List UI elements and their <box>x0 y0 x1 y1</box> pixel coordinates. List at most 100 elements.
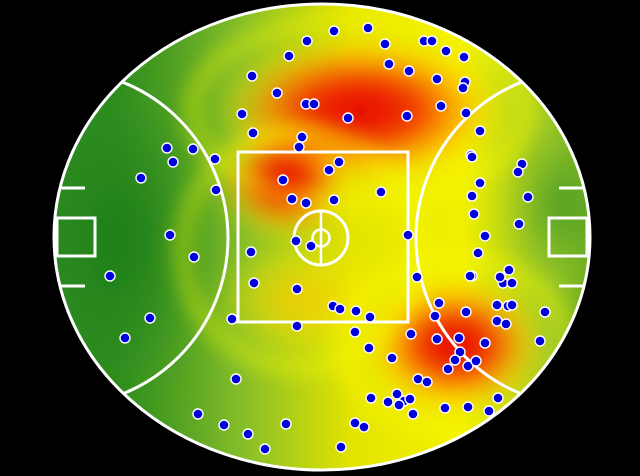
scatter-point <box>382 396 394 408</box>
scatter-point <box>483 405 495 417</box>
scatter-point <box>335 441 347 453</box>
scatter-point <box>474 177 486 189</box>
scatter-point <box>365 392 377 404</box>
scatter-point <box>429 310 441 322</box>
scatter-point <box>286 193 298 205</box>
scatter-point <box>209 153 221 165</box>
scatter-point <box>301 35 313 47</box>
scatter-point <box>474 125 486 137</box>
scatter-point <box>494 271 506 283</box>
scatter-point <box>433 297 445 309</box>
scatter-point <box>460 107 472 119</box>
coldzone-right-wing-cool <box>490 95 590 315</box>
scatter-point <box>462 360 474 372</box>
scatter-point <box>534 335 546 347</box>
scatter-point <box>342 112 354 124</box>
scatter-point <box>161 142 173 154</box>
scatter-point <box>431 73 443 85</box>
scatter-point <box>503 264 515 276</box>
scatter-point <box>470 355 482 367</box>
scatter-point <box>479 337 491 349</box>
scatter-point <box>460 306 472 318</box>
scatter-point <box>135 172 147 184</box>
scatter-point <box>104 270 116 282</box>
scatter-point <box>247 127 259 139</box>
scatter-point <box>218 419 230 431</box>
scatter-point <box>283 50 295 62</box>
scatter-point <box>462 401 474 413</box>
scatter-point <box>164 229 176 241</box>
scatter-point <box>323 164 335 176</box>
scatter-point <box>522 191 534 203</box>
scatter-point <box>333 156 345 168</box>
scatter-point <box>271 87 283 99</box>
scatter-point <box>453 332 465 344</box>
scatter-point <box>466 151 478 163</box>
scatter-point <box>291 320 303 332</box>
scatter-point <box>245 246 257 258</box>
scatter-point <box>393 399 405 411</box>
scatter-point <box>492 392 504 404</box>
scatter-point <box>468 208 480 220</box>
scatter-point <box>407 408 419 420</box>
scatter-point <box>349 326 361 338</box>
goal-square-left <box>55 216 97 258</box>
scatter-point <box>454 346 466 358</box>
scatter-point <box>187 143 199 155</box>
scatter-point <box>479 230 491 242</box>
scatter-point <box>280 418 292 430</box>
scatter-point <box>296 131 308 143</box>
scatter-point <box>291 283 303 295</box>
scatter-point <box>379 38 391 50</box>
scatter-point <box>242 428 254 440</box>
scatter-point <box>466 190 478 202</box>
scatter-point <box>402 229 414 241</box>
scatter-point <box>246 70 258 82</box>
scatter-point <box>305 240 317 252</box>
scatter-point <box>167 156 179 168</box>
scatter-point <box>358 421 370 433</box>
scatter-point <box>426 35 438 47</box>
scatter-point <box>328 194 340 206</box>
scatter-point <box>364 311 376 323</box>
scatter-point <box>401 110 413 122</box>
scatter-point <box>440 45 452 57</box>
scatter-points-layer <box>104 22 551 455</box>
scatter-point <box>290 235 302 247</box>
scatter-point <box>119 332 131 344</box>
scatter-point <box>391 388 403 400</box>
scatter-point <box>230 373 242 385</box>
scatter-point <box>506 299 518 311</box>
scatter-point <box>512 166 524 178</box>
scatter-point <box>435 100 447 112</box>
scatter-point <box>491 299 503 311</box>
scatter-point <box>350 305 362 317</box>
scatter-point <box>248 277 260 289</box>
scatter-point <box>293 141 305 153</box>
scatter-point <box>188 251 200 263</box>
scatter-point <box>236 108 248 120</box>
goal-square-right <box>547 216 589 258</box>
scatter-point <box>383 58 395 70</box>
scatter-point <box>362 22 374 34</box>
scatter-point <box>421 376 433 388</box>
scatter-point <box>334 303 346 315</box>
scatter-point <box>210 184 222 196</box>
scatter-point <box>431 333 443 345</box>
scatter-point <box>449 354 461 366</box>
scatter-point <box>439 402 451 414</box>
scatter-point <box>386 352 398 364</box>
scatter-point <box>226 313 238 325</box>
scatter-point <box>442 363 454 375</box>
scatter-point <box>300 197 312 209</box>
scatter-point <box>144 312 156 324</box>
scatter-point <box>464 270 476 282</box>
scatter-point <box>192 408 204 420</box>
scatter-point <box>363 342 375 354</box>
scatter-point <box>506 277 518 289</box>
scatter-point <box>411 271 423 283</box>
boundary-line <box>52 2 592 472</box>
scatter-point <box>403 65 415 77</box>
